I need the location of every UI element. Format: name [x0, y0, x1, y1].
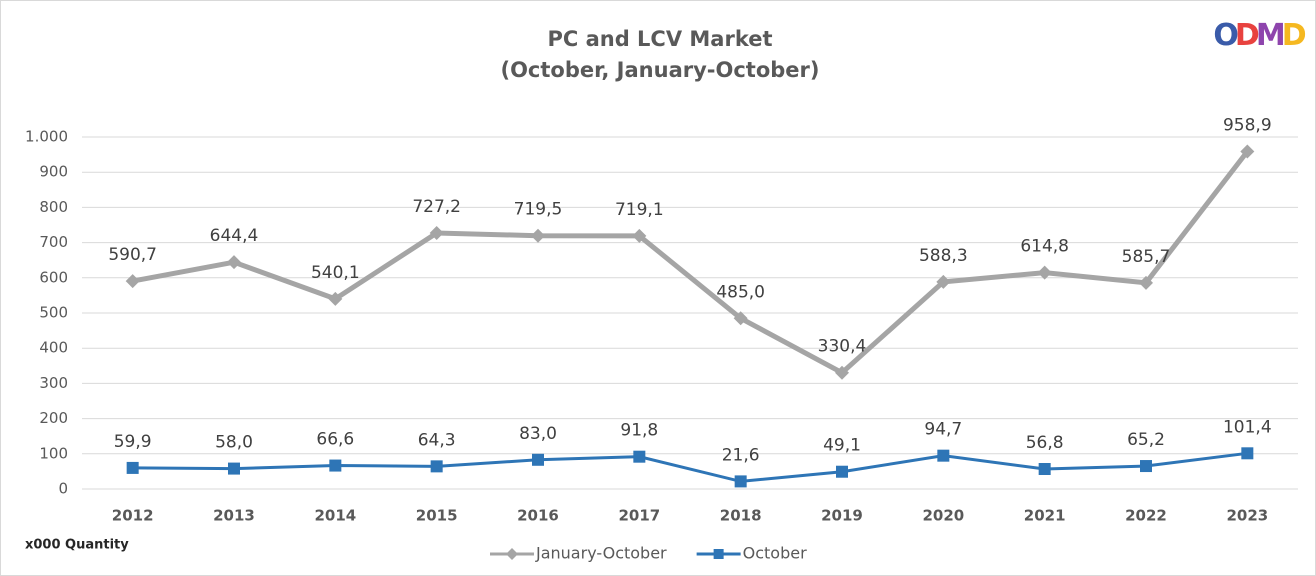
- marker: [1241, 447, 1254, 460]
- logo-letter: M: [1256, 18, 1284, 53]
- logo: ODMD: [1213, 18, 1305, 53]
- legend-marker: [713, 549, 724, 559]
- marker: [329, 459, 342, 472]
- marker: [733, 311, 748, 326]
- x-tick-label: 2022: [1125, 507, 1167, 525]
- marker: [836, 465, 848, 478]
- note: x000 Quantity: [25, 538, 129, 553]
- data-label: 644,4: [210, 226, 259, 246]
- x-tick-label: 2018: [720, 507, 762, 525]
- y-tick-label: 300: [39, 374, 68, 392]
- y-tick-label: 700: [39, 233, 68, 251]
- marker: [429, 226, 444, 241]
- marker: [1139, 275, 1153, 290]
- data-label: 58,0: [215, 433, 253, 453]
- marker: [531, 228, 545, 243]
- data-label: 585,7: [1122, 247, 1171, 267]
- x-tick-label: 2015: [416, 507, 458, 525]
- chart-subtitle: (October, January-October): [500, 58, 819, 82]
- marker: [633, 450, 646, 463]
- marker: [227, 255, 241, 270]
- data-label: 101,4: [1223, 417, 1272, 437]
- marker: [125, 274, 140, 289]
- marker: [1140, 460, 1152, 473]
- y-tick-label: 900: [39, 163, 68, 181]
- marker: [532, 453, 544, 466]
- data-label: 614,8: [1020, 237, 1069, 257]
- marker: [936, 274, 951, 289]
- x-tick-label: 2019: [821, 507, 863, 525]
- data-label: 21,6: [722, 445, 760, 465]
- y-tick-label: 0: [58, 480, 68, 498]
- legend-label: January-October: [535, 544, 667, 563]
- data-label: 91,8: [620, 421, 658, 441]
- y-tick-label: 200: [39, 409, 68, 427]
- data-label: 590,7: [108, 245, 157, 265]
- data-label: 719,5: [514, 200, 563, 220]
- legend-marker: [506, 548, 518, 560]
- data-label: 719,1: [615, 200, 664, 220]
- y-tick-label: 800: [39, 198, 68, 216]
- marker: [632, 228, 647, 243]
- data-label: 958,9: [1223, 115, 1272, 135]
- data-label: 64,3: [418, 430, 456, 450]
- data-label: 485,0: [716, 282, 765, 302]
- x-tick-label: 2020: [922, 507, 964, 525]
- data-label: 49,1: [823, 436, 861, 456]
- logo-letter: O: [1213, 18, 1237, 53]
- marker: [734, 475, 747, 488]
- data-label: 65,2: [1127, 430, 1165, 450]
- y-tick-label: 500: [39, 304, 68, 322]
- logo-letter: D: [1282, 18, 1306, 53]
- data-label: 59,9: [114, 432, 152, 452]
- marker: [835, 365, 849, 380]
- marker: [126, 461, 139, 474]
- data-label: 83,0: [519, 424, 557, 444]
- data-label: 540,1: [311, 263, 360, 283]
- x-tick-label: 2014: [314, 507, 356, 525]
- data-label: 588,3: [919, 246, 968, 266]
- x-tick-label: 2023: [1226, 507, 1268, 525]
- series-line: [132, 149, 1250, 376]
- x-tick-label: 2021: [1024, 507, 1066, 525]
- y-tick-label: 100: [39, 444, 68, 462]
- data-label: 727,2: [412, 197, 461, 217]
- marker: [1037, 265, 1052, 280]
- y-tick-label: 600: [39, 268, 68, 286]
- data-label: 66,6: [316, 430, 354, 450]
- data-label: 56,8: [1026, 433, 1064, 453]
- x-tick-label: 2017: [618, 507, 660, 525]
- series-line: [132, 451, 1248, 483]
- y-tick-label: 1.000: [25, 128, 68, 146]
- marker: [937, 449, 950, 462]
- x-tick-label: 2012: [112, 507, 154, 525]
- marker: [430, 460, 443, 473]
- data-label: 94,7: [924, 420, 962, 440]
- y-tick-label: 400: [39, 339, 68, 357]
- marker: [1038, 463, 1051, 476]
- chart-title: PC and LCV Market: [547, 27, 772, 51]
- x-tick-label: 2013: [213, 507, 255, 525]
- marker: [1240, 144, 1255, 159]
- marker: [228, 462, 240, 475]
- marker: [328, 291, 343, 306]
- data-label: 330,4: [818, 337, 867, 357]
- x-tick-label: 2016: [517, 507, 559, 525]
- legend-label: October: [743, 544, 807, 563]
